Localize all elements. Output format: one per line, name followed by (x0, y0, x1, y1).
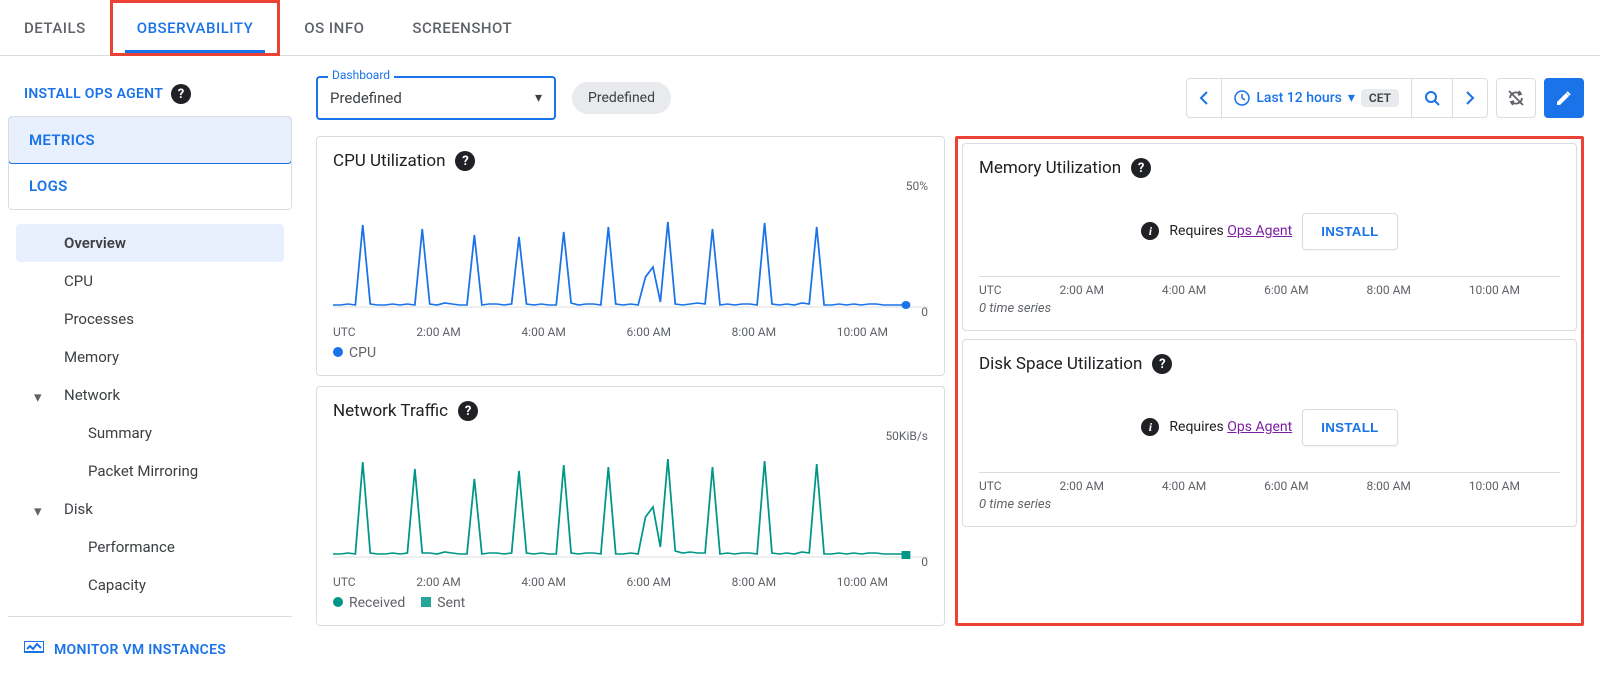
disk-zero-ts: 0 time series (979, 497, 1560, 512)
cpu-y-bottom: 0 (921, 305, 928, 319)
tab-details[interactable]: DETAILS (0, 0, 110, 55)
charts-grid: CPU Utilization ? 50% 0 UTC2:00 AM4:00 A… (316, 136, 1584, 626)
tree-overview[interactable]: Overview (16, 224, 284, 262)
sidebar-tree: Overview CPU Processes Memory ▾ Network … (8, 224, 292, 604)
help-icon[interactable]: ? (458, 401, 478, 421)
install-ops-agent-label: INSTALL OPS AGENT (24, 86, 163, 102)
ops-agent-link[interactable]: Ops Agent (1227, 223, 1292, 239)
divider (8, 616, 292, 617)
tree-packet-mirroring[interactable]: Packet Mirroring (16, 452, 284, 490)
dashboard-select-label: Dashboard (328, 68, 394, 82)
install-ops-agent-link[interactable]: INSTALL OPS AGENT ? (8, 72, 292, 116)
panel-network: Network Traffic ? 50KiB/s 0 UTC2:00 AM4:… (316, 386, 945, 626)
tab-osinfo[interactable]: OS INFO (280, 0, 388, 55)
requires-text: Requires (1169, 419, 1223, 435)
monitor-icon (24, 641, 44, 659)
tree-network[interactable]: ▾ Network (16, 376, 284, 414)
pencil-icon (1555, 89, 1573, 107)
cpu-y-top: 50% (906, 179, 928, 193)
cpu-chart[interactable]: 50% 0 (333, 179, 928, 319)
memory-zero-ts: 0 time series (979, 301, 1560, 316)
autorefresh-off-button[interactable] (1496, 78, 1536, 118)
net-y-top: 50KiB/s (885, 429, 928, 443)
tree-performance[interactable]: Performance (16, 528, 284, 566)
panel-disk: Disk Space Utilization ? i Requires Ops … (962, 339, 1577, 527)
install-button[interactable]: INSTALL (1302, 409, 1397, 446)
info-icon: i (1141, 418, 1159, 436)
axis-line (979, 472, 1560, 473)
install-button[interactable]: INSTALL (1302, 213, 1397, 250)
net-y-bottom: 0 (921, 555, 928, 569)
sidebar-sections: METRICS LOGS (8, 116, 292, 210)
disk-x-axis: UTC2:00 AM4:00 AM6:00 AM8:00 AM10:00 AM (979, 479, 1560, 493)
requires-text: Requires (1169, 223, 1223, 239)
main-content: Dashboard Predefined ▾ Predefined Last 1… (300, 56, 1600, 687)
top-tabs: DETAILS OBSERVABILITY OS INFO SCREENSHOT (0, 0, 1600, 56)
panel-disk-title: Disk Space Utilization (979, 354, 1142, 374)
time-range-button[interactable]: Last 12 hours ▾ CET (1222, 79, 1412, 117)
tab-screenshot[interactable]: SCREENSHOT (388, 0, 536, 55)
edit-button[interactable] (1544, 78, 1584, 118)
timezone-chip: CET (1361, 89, 1399, 107)
panel-memory: Memory Utilization ? i Requires Ops Agen… (962, 143, 1577, 331)
chevron-down-icon: ▾ (34, 388, 42, 406)
sidebar: INSTALL OPS AGENT ? METRICS LOGS Overvie… (0, 56, 300, 687)
network-legend: ReceivedSent (333, 595, 928, 611)
chevron-down-icon: ▾ (34, 502, 42, 520)
monitor-vm-instances-link[interactable]: MONITOR VM INSTANCES (8, 629, 292, 671)
left-column: CPU Utilization ? 50% 0 UTC2:00 AM4:00 A… (316, 136, 945, 626)
tree-processes[interactable]: Processes (16, 300, 284, 338)
tree-cpu[interactable]: CPU (16, 262, 284, 300)
network-chart[interactable]: 50KiB/s 0 (333, 429, 928, 569)
tree-summary[interactable]: Summary (16, 414, 284, 452)
monitor-label: MONITOR VM INSTANCES (54, 642, 226, 658)
time-next-button[interactable] (1453, 79, 1487, 117)
autorefresh-off-icon (1506, 88, 1526, 108)
right-column-highlight: Memory Utilization ? i Requires Ops Agen… (955, 136, 1584, 626)
panel-cpu: CPU Utilization ? 50% 0 UTC2:00 AM4:00 A… (316, 136, 945, 376)
chevron-down-icon: ▾ (1348, 90, 1355, 106)
time-range-label: Last 12 hours (1256, 90, 1342, 106)
panel-cpu-title: CPU Utilization (333, 151, 445, 171)
cpu-legend: CPU (333, 345, 928, 361)
axis-line (979, 276, 1560, 277)
clock-icon (1234, 90, 1250, 106)
dashboard-select-value: Predefined (330, 89, 535, 107)
cpu-x-axis: UTC2:00 AM4:00 AM6:00 AM8:00 AM10:00 AM (333, 325, 928, 339)
tree-capacity[interactable]: Capacity (16, 566, 284, 604)
chevron-down-icon: ▾ (535, 90, 542, 106)
help-icon[interactable]: ? (1152, 354, 1172, 374)
network-x-axis: UTC2:00 AM4:00 AM6:00 AM8:00 AM10:00 AM (333, 575, 928, 589)
info-icon: i (1141, 222, 1159, 240)
tree-memory[interactable]: Memory (16, 338, 284, 376)
help-icon[interactable]: ? (455, 151, 475, 171)
memory-x-axis: UTC2:00 AM4:00 AM6:00 AM8:00 AM10:00 AM (979, 283, 1560, 297)
help-icon[interactable]: ? (171, 84, 191, 104)
memory-requires: i Requires Ops Agent INSTALL (979, 186, 1560, 276)
panel-network-title: Network Traffic (333, 401, 448, 421)
ops-agent-link[interactable]: Ops Agent (1227, 419, 1292, 435)
search-icon (1424, 90, 1440, 106)
toolbar: Dashboard Predefined ▾ Predefined Last 1… (316, 56, 1584, 136)
sidebar-item-metrics[interactable]: METRICS (8, 116, 292, 164)
dashboard-chip[interactable]: Predefined (572, 82, 671, 114)
time-range-group: Last 12 hours ▾ CET (1186, 78, 1488, 118)
help-icon[interactable]: ? (1131, 158, 1151, 178)
sidebar-item-logs[interactable]: LOGS (9, 163, 291, 209)
disk-requires: i Requires Ops Agent INSTALL (979, 382, 1560, 472)
time-prev-button[interactable] (1187, 79, 1222, 117)
tab-observability[interactable]: OBSERVABILITY (110, 0, 281, 56)
time-zoom-button[interactable] (1412, 79, 1453, 117)
toolbar-right: Last 12 hours ▾ CET (1186, 78, 1584, 118)
panel-memory-title: Memory Utilization (979, 158, 1121, 178)
tree-disk[interactable]: ▾ Disk (16, 490, 284, 528)
dashboard-select[interactable]: Dashboard Predefined ▾ (316, 76, 556, 120)
